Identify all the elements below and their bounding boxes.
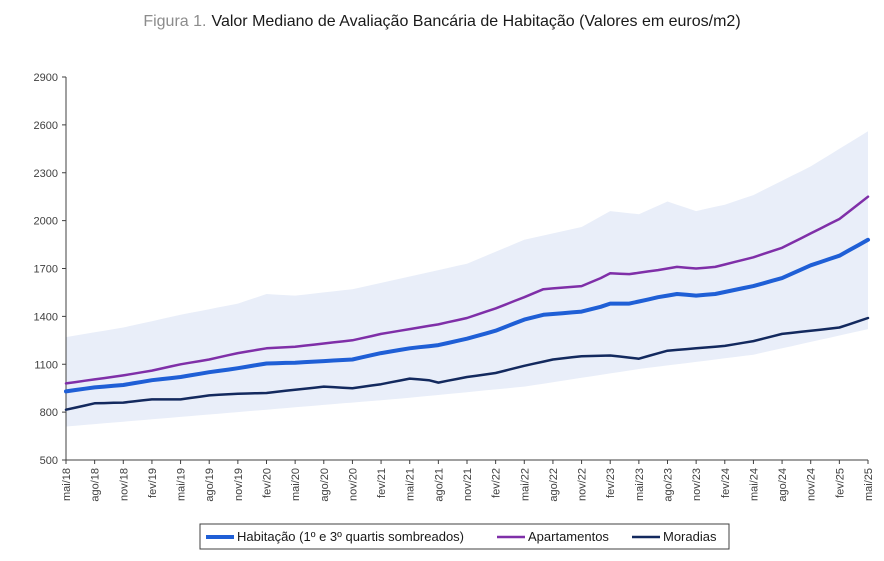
legend-label: Habitação (1º e 3º quartis sombreados) (237, 529, 464, 544)
y-tick-label: 2000 (34, 216, 58, 228)
x-axis-ticks: mai/18 ago/18 nov/18 fev/19 mai/19 ago/19 nov/… (61, 460, 875, 502)
y-tick-label: 2300 (34, 168, 58, 180)
chart-title-text: Valor Mediano de Avaliação Bancária de H… (211, 13, 740, 30)
x-tick-label: ago/21 (433, 468, 445, 502)
x-tick-label: mai/20 (290, 468, 302, 501)
y-tick-label: 800 (40, 407, 58, 419)
x-tick-label: ago/22 (548, 468, 560, 502)
x-tick-label: mai/23 (634, 468, 646, 501)
x-tick-label: nov/21 (462, 468, 474, 501)
x-tick-label: nov/18 (118, 468, 130, 501)
y-tick-label: 1100 (34, 359, 58, 371)
x-tick-label: ago/20 (319, 468, 331, 502)
y-tick-label: 2900 (34, 72, 58, 84)
x-tick-label: nov/22 (577, 468, 589, 501)
x-tick-label: ago/23 (663, 468, 675, 502)
chart-title: Figura 1. Valor Mediano de Avaliação Banc… (143, 13, 740, 30)
quartile-band-layer (66, 131, 868, 427)
y-tick-label: 2600 (34, 120, 58, 132)
y-tick-label: 1400 (34, 311, 58, 323)
x-tick-label: mai/24 (748, 468, 760, 501)
x-tick-label: nov/24 (806, 468, 818, 501)
x-tick-label: mai/18 (61, 468, 73, 501)
series-layer (64, 195, 870, 411)
x-tick-label: nov/19 (233, 468, 245, 501)
x-tick-label: ago/18 (90, 468, 102, 502)
series-line-habitacao (64, 237, 870, 394)
legend-label: Moradias (663, 529, 717, 544)
series-line-apartamentos (64, 195, 870, 385)
x-tick-label: ago/19 (204, 468, 216, 502)
x-tick-label: mai/25 (863, 468, 875, 501)
x-tick-label: fev/19 (147, 468, 159, 498)
x-tick-label: fev/24 (720, 468, 732, 498)
x-tick-label: fev/21 (376, 468, 388, 498)
x-tick-label: nov/20 (347, 468, 359, 501)
chart-title-prefix: Figura 1. (143, 13, 206, 30)
y-tick-label: 500 (40, 455, 58, 467)
x-tick-label: mai/21 (405, 468, 417, 501)
y-tick-label: 1700 (34, 264, 58, 276)
x-tick-label: fev/25 (834, 468, 846, 498)
x-tick-label: fev/22 (491, 468, 503, 498)
x-tick-label: fev/20 (262, 468, 274, 498)
x-tick-label: mai/19 (176, 468, 188, 501)
legend-label: Apartamentos (528, 529, 609, 544)
x-tick-label: nov/23 (691, 468, 703, 501)
series-line-moradias (64, 316, 870, 411)
x-tick-label: mai/22 (519, 468, 531, 501)
y-axis-ticks: 500 800 1100 1400 1700 2000 2300 2600 2900 (34, 72, 66, 467)
x-tick-label: ago/24 (777, 468, 789, 502)
legend: Habitação (1º e 3º quartis sombreados) Ap… (199, 523, 730, 550)
quartile-band (66, 131, 868, 427)
x-tick-label: fev/23 (605, 468, 617, 498)
